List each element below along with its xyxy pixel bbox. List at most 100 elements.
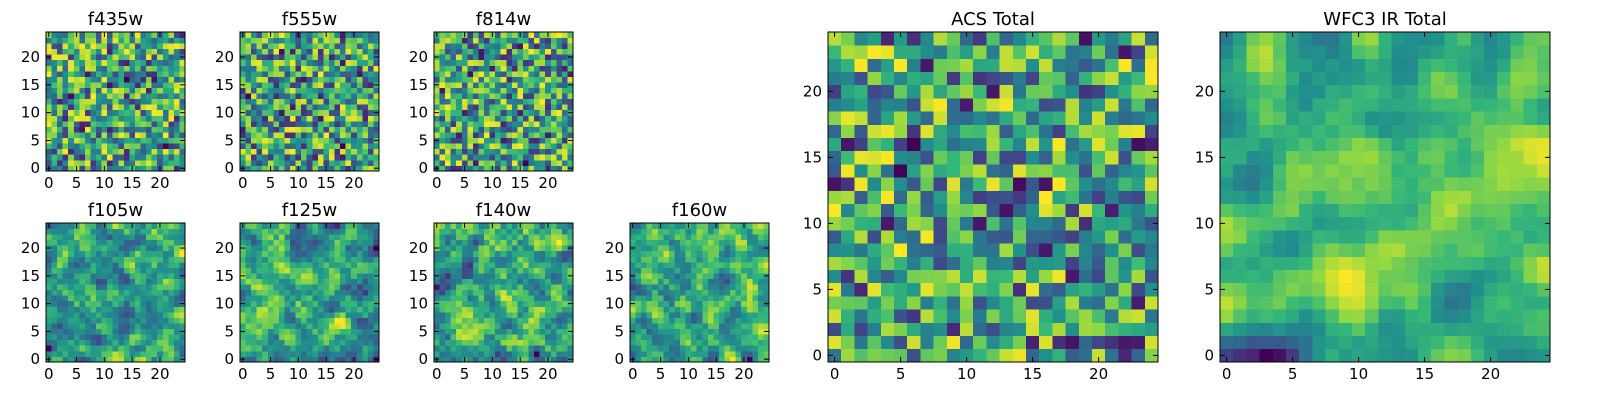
heatmap-cell: [290, 306, 296, 313]
heatmap-cell: [1078, 216, 1093, 231]
heatmap-cell: [534, 37, 541, 44]
heatmap-cell: [478, 295, 485, 302]
heatmap-cell: [484, 148, 490, 155]
heatmap-cell: [489, 59, 496, 66]
heatmap-cell: [752, 350, 759, 357]
heatmap-cell: [663, 273, 670, 279]
heatmap-cell: [500, 334, 507, 341]
heatmap-cell: [489, 256, 496, 263]
heatmap-cell: [445, 137, 452, 144]
heatmap-cell: [506, 273, 513, 279]
heatmap-cell: [351, 261, 358, 268]
heatmap-cell: [101, 137, 108, 144]
heatmap-cell: [1039, 230, 1053, 244]
heatmap-cell: [434, 278, 440, 285]
heatmap-cell: [445, 109, 452, 116]
heatmap-cell: [534, 267, 541, 274]
x-tick-label: 5: [72, 365, 82, 383]
heatmap-cell: [528, 48, 535, 55]
heatmap-cell: [539, 295, 546, 302]
heatmap-cell: [251, 284, 258, 291]
heatmap-cell: [668, 356, 675, 363]
heatmap-cell: [545, 328, 552, 335]
heatmap-cell: [534, 59, 541, 66]
heatmap-cell: [290, 115, 296, 122]
heatmap-cell: [511, 82, 518, 88]
heatmap-cell: [668, 311, 675, 318]
heatmap-cell: [556, 54, 563, 61]
heatmap-cell: [146, 339, 153, 346]
heatmap-cell: [450, 239, 457, 246]
heatmap-cell: [685, 256, 692, 263]
heatmap-cell: [312, 76, 319, 83]
heatmap-cell: [946, 269, 961, 284]
heatmap-cell: [973, 256, 987, 270]
heatmap-cell: [718, 284, 725, 291]
heatmap-cell: [301, 317, 308, 324]
heatmap-cell: [62, 256, 69, 263]
heatmap-cell: [278, 256, 285, 263]
heatmap-cell: [173, 256, 180, 263]
heatmap-cell: [146, 334, 153, 341]
heatmap-cell: [173, 239, 180, 246]
heatmap-cell: [68, 126, 75, 133]
heatmap-cell: [245, 59, 252, 66]
heatmap-cell: [340, 93, 347, 100]
heatmap-cell: [151, 48, 158, 55]
heatmap-cell: [351, 267, 358, 274]
heatmap-cell: [472, 261, 479, 268]
heatmap-cell: [434, 70, 440, 77]
heatmap-cell: [240, 234, 246, 241]
heatmap-cell: [173, 323, 180, 330]
heatmap-cell: [367, 245, 374, 252]
heatmap-cell: [506, 284, 513, 291]
heatmap-cell: [118, 256, 125, 263]
heatmap-cell: [674, 261, 681, 268]
heatmap-cell: [362, 109, 369, 116]
heatmap-cell: [757, 239, 764, 246]
heatmap-cell: [511, 59, 518, 66]
heatmap-cell: [500, 284, 507, 291]
heatmap-cell: [724, 295, 731, 302]
heatmap-cell: [1052, 164, 1066, 178]
heatmap-cell: [317, 339, 324, 346]
heatmap-cell: [500, 356, 507, 363]
heatmap-cell: [240, 87, 246, 94]
heatmap-cell: [456, 148, 463, 155]
heatmap-cell: [245, 228, 252, 235]
heatmap-cell: [90, 76, 97, 83]
heatmap-cell: [107, 70, 114, 77]
heatmap-cell: [146, 317, 153, 324]
heatmap-cell: [763, 295, 770, 302]
heatmap-cell: [134, 245, 141, 252]
heatmap-cell: [251, 54, 258, 61]
heatmap-cell: [323, 228, 330, 235]
heatmap-cell: [301, 250, 308, 257]
heatmap-cell: [79, 98, 86, 105]
heatmap-cell: [641, 339, 648, 346]
heatmap-cell: [317, 289, 324, 296]
heatmap-cell: [730, 350, 737, 357]
heatmap-cell: [1039, 177, 1053, 191]
heatmap-cell: [550, 87, 557, 94]
heatmap-cell: [461, 48, 468, 55]
heatmap-cell: [62, 48, 69, 55]
heatmap-cell: [1078, 335, 1093, 350]
heatmap-cell: [140, 109, 147, 116]
heatmap-cell: [367, 104, 374, 111]
heatmap-cell: [57, 37, 64, 44]
heatmap-cell: [162, 37, 169, 44]
heatmap-cell: [162, 356, 169, 363]
heatmap-cell: [445, 356, 452, 363]
heatmap-cell: [107, 43, 114, 50]
heatmap-cell: [46, 250, 52, 257]
heatmap-cell: [301, 311, 308, 318]
heatmap-cell: [489, 82, 496, 88]
heatmap-cell: [51, 300, 58, 307]
heatmap-cell: [434, 115, 440, 122]
heatmap-cell: [489, 143, 496, 150]
heatmap-cell: [735, 339, 742, 346]
heatmap-cell: [123, 261, 130, 268]
heatmap-cell: [506, 311, 513, 318]
heatmap-cell: [68, 284, 75, 291]
